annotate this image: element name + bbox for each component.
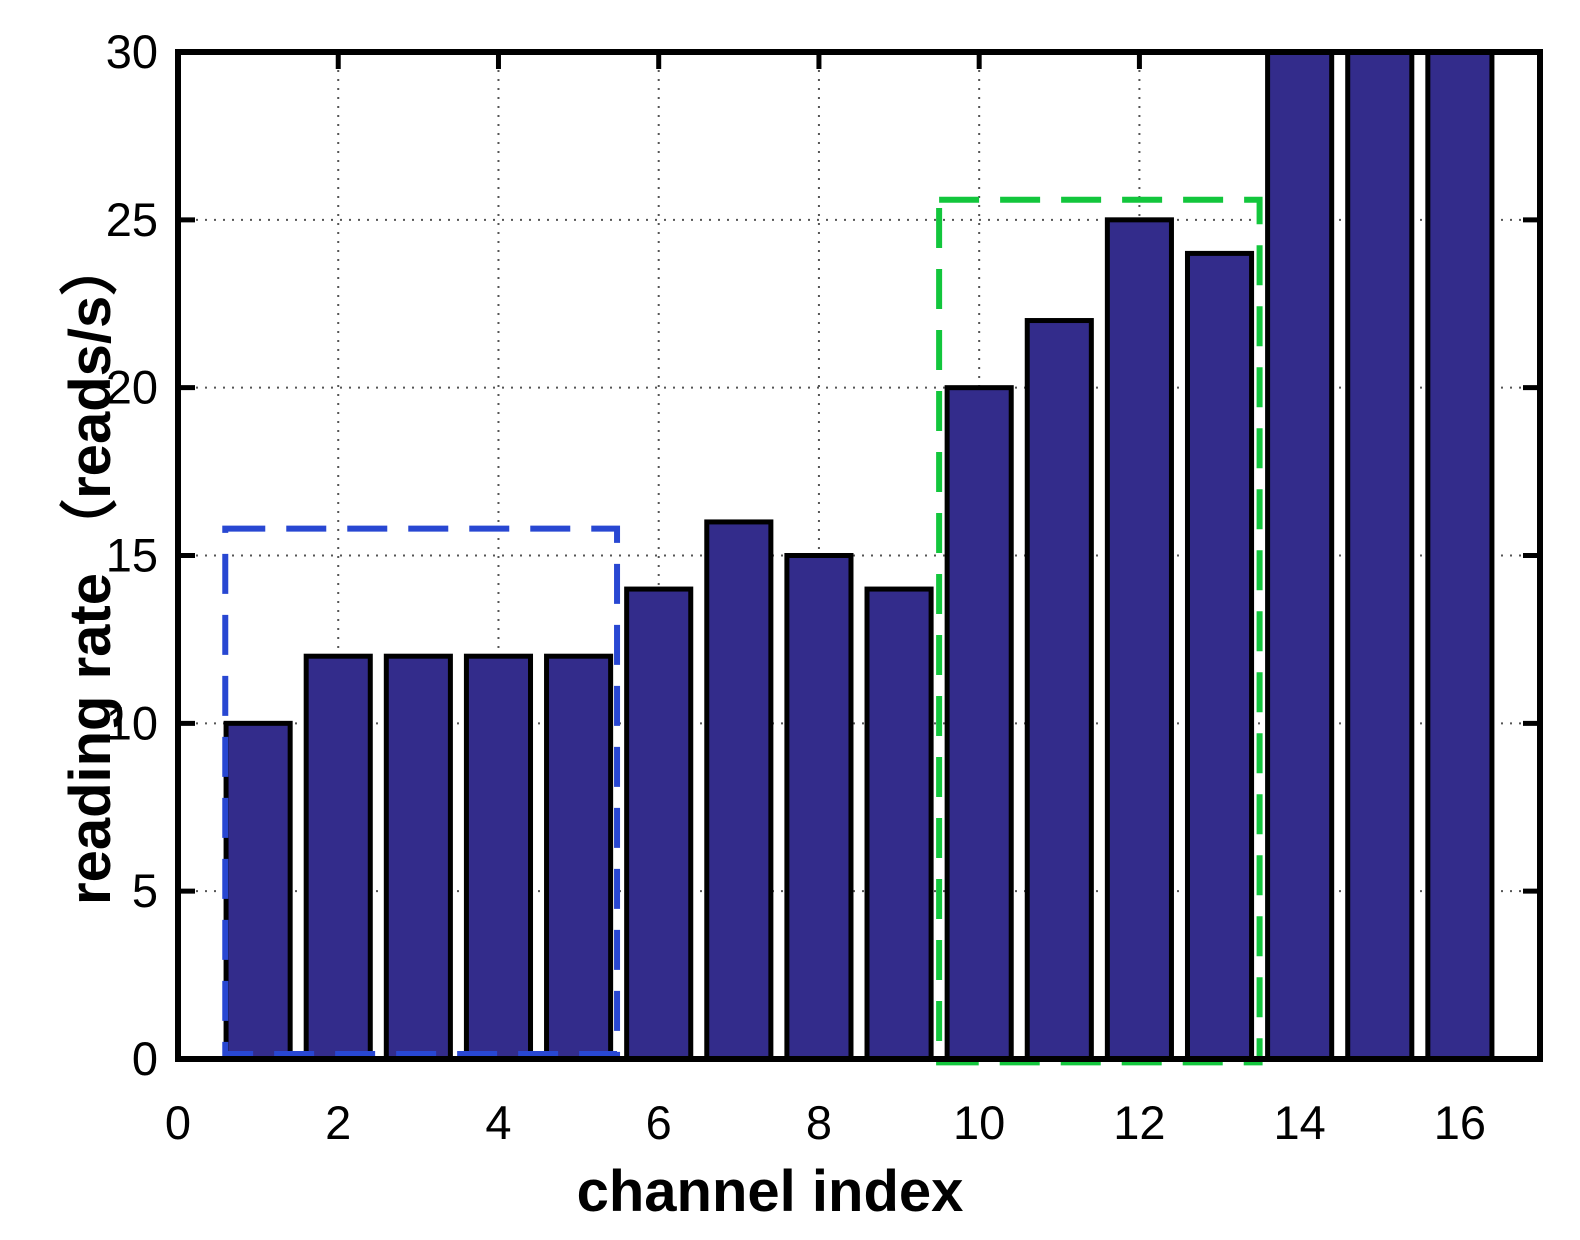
y-tick-label-20: 20 <box>106 361 158 414</box>
x-tick-label-14: 14 <box>1274 1096 1326 1149</box>
bar-channel-9 <box>864 586 934 1059</box>
y-tick-label-25: 25 <box>106 193 158 246</box>
x-tick-label-12: 12 <box>1113 1096 1165 1149</box>
y-tick-label-5: 5 <box>132 864 158 917</box>
green-dashed-box <box>936 196 1263 1066</box>
x-tick-label-4: 4 <box>485 1096 511 1149</box>
bar-channel-11 <box>1024 318 1094 1059</box>
bar-channel-13 <box>1184 250 1255 1059</box>
bar-channel-6 <box>624 586 694 1059</box>
bar-channel-8 <box>784 553 854 1059</box>
bar-channel-2 <box>303 653 373 1059</box>
bar-channel-3 <box>383 653 453 1059</box>
y-axis-title: reading rate （reads/s） <box>58 237 123 905</box>
blue-dashed-box <box>222 525 621 1057</box>
y-tick-label-10: 10 <box>106 696 158 749</box>
bar-channel-1 <box>223 720 293 1059</box>
bar-channel-4 <box>463 653 534 1059</box>
bars-group <box>223 52 1495 1059</box>
bar-channel-7 <box>704 519 774 1059</box>
bar-channel-14 <box>1265 52 1335 1059</box>
x-tick-label-2: 2 <box>325 1096 351 1149</box>
x-tick-label-10: 10 <box>953 1096 1005 1149</box>
bar-channel-16 <box>1425 52 1495 1059</box>
y-tick-label-15: 15 <box>106 529 158 582</box>
y-tick-label-0: 0 <box>132 1032 158 1085</box>
x-tick-label-8: 8 <box>806 1096 832 1149</box>
bar-channel-5 <box>544 653 614 1059</box>
x-tick-label-0: 0 <box>165 1096 191 1149</box>
x-tick-label-6: 6 <box>646 1096 672 1149</box>
plot-border <box>175 49 1543 1062</box>
x-axis-title: channel index <box>576 1159 964 1224</box>
bar-channel-15 <box>1345 52 1415 1059</box>
bar-channel-10 <box>944 385 1014 1059</box>
x-tick-label-16: 16 <box>1434 1096 1486 1149</box>
y-tick-label-30: 30 <box>106 25 158 78</box>
bar-channel-12 <box>1104 217 1174 1059</box>
